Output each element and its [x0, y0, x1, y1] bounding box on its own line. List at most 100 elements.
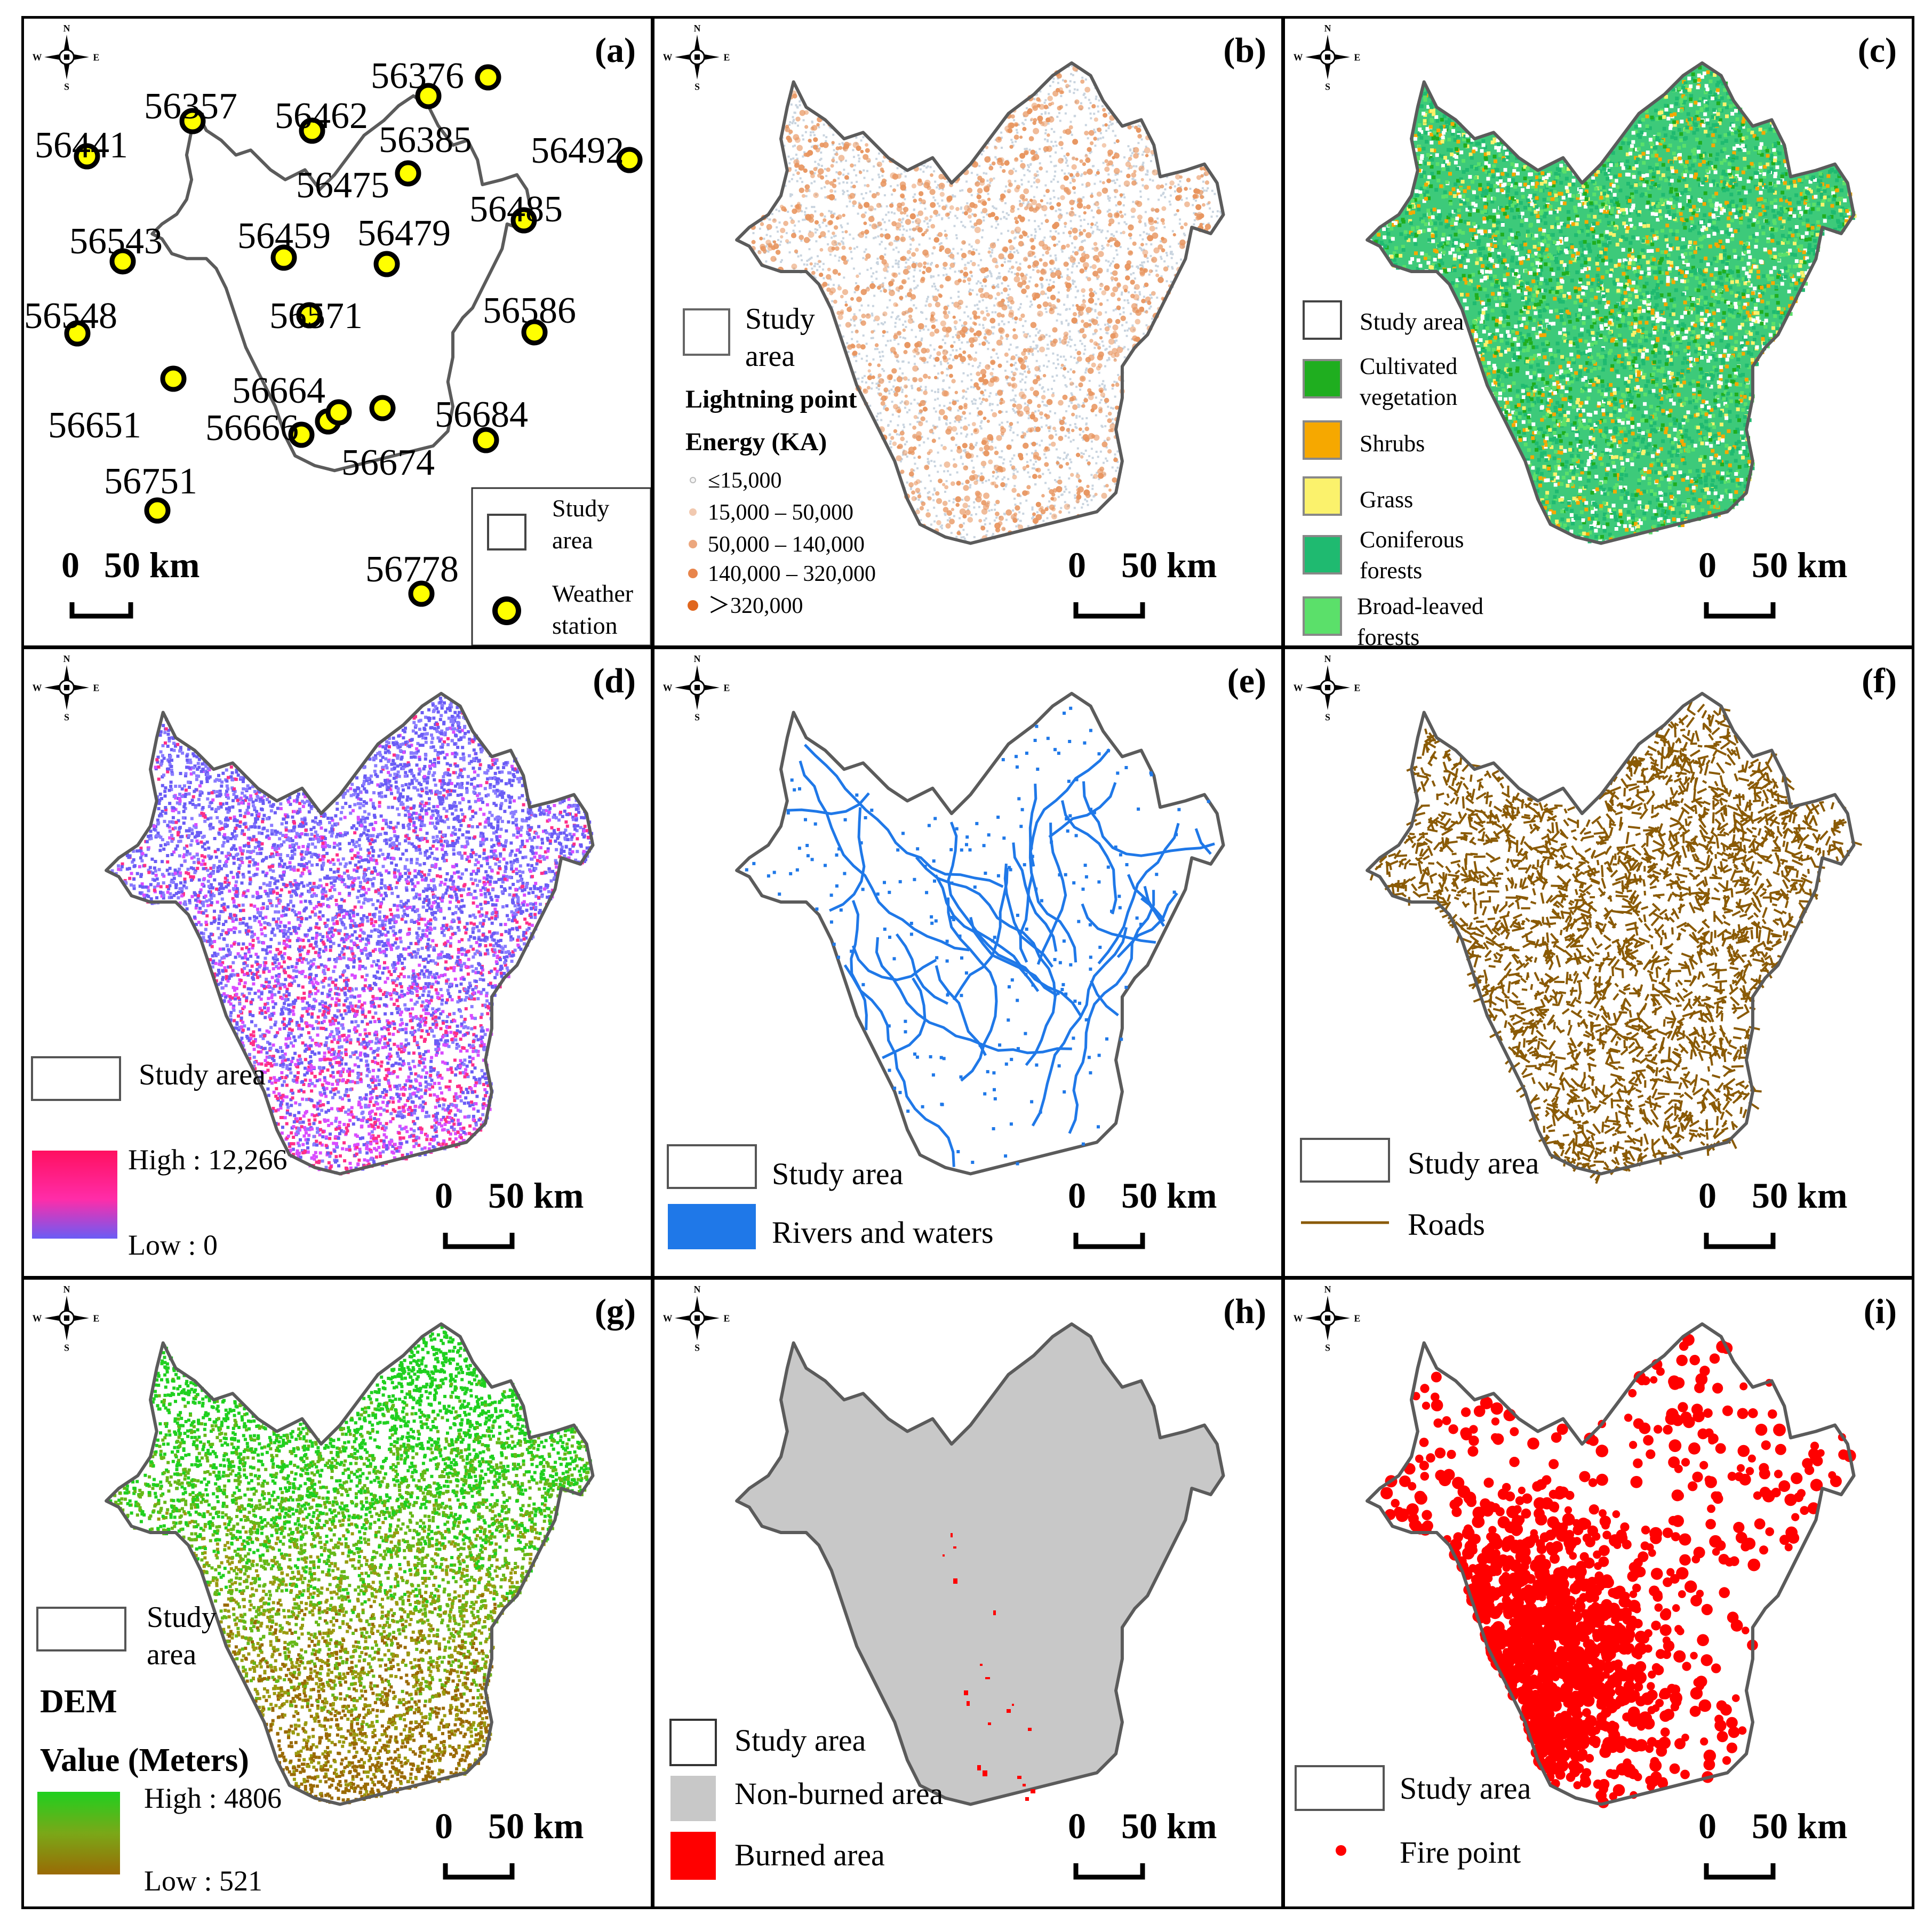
lightning-point [1023, 257, 1028, 262]
raster-pixel [815, 231, 817, 234]
lightning-point [1020, 273, 1025, 277]
raster-pixel [933, 357, 936, 360]
raster-pixel [1082, 294, 1085, 297]
lightning-point [961, 333, 966, 338]
lightning-point [1122, 230, 1125, 235]
raster-pixel [785, 232, 788, 234]
raster-pixel [1114, 173, 1117, 176]
lightning-point [1103, 113, 1108, 118]
raster-pixel [970, 245, 973, 248]
raster-pixel [968, 363, 970, 365]
lightning-point [981, 341, 986, 346]
lightning-point [792, 93, 797, 99]
raster-pixel [1146, 171, 1149, 173]
lightning-point [1004, 375, 1009, 379]
lightning-point [1035, 514, 1042, 521]
lightning-point [1207, 201, 1211, 204]
lightning-point [893, 334, 898, 340]
lightning-point [837, 314, 843, 320]
raster-pixel [1077, 406, 1080, 408]
lightning-point [823, 142, 829, 148]
raster-pixel [833, 284, 835, 286]
lightning-point [980, 267, 986, 274]
lightning-point [1108, 338, 1115, 345]
lightning-point [1039, 241, 1045, 247]
raster-pixel [923, 361, 926, 364]
lightning-point [1040, 122, 1045, 126]
raster-pixel [1108, 345, 1111, 348]
raster-pixel [1010, 271, 1013, 274]
raster-pixel [847, 350, 850, 353]
raster-pixel [896, 433, 898, 436]
lightning-point [945, 330, 950, 334]
raster-pixel [875, 270, 878, 273]
raster-pixel [1057, 456, 1059, 459]
raster-pixel [987, 348, 989, 350]
lightning-point [1125, 275, 1130, 281]
raster-pixel [789, 193, 792, 196]
lightning-point [1051, 513, 1057, 520]
raster-pixel [823, 134, 825, 137]
raster-pixel [1734, 347, 1738, 351]
raster-pixel [1156, 217, 1159, 220]
raster-pixel [1545, 303, 1550, 307]
raster-pixel [1063, 365, 1066, 368]
lightning-point [1087, 169, 1093, 175]
raster-pixel [1072, 438, 1075, 441]
raster-pixel [961, 498, 964, 501]
lightning-point [933, 426, 937, 430]
raster-pixel [1066, 294, 1069, 297]
raster-pixel [1049, 202, 1051, 205]
raster-pixel [1069, 440, 1072, 443]
raster-pixel [961, 189, 964, 191]
lightning-point [942, 355, 947, 360]
raster-pixel [1641, 437, 1645, 441]
raster-pixel [1024, 370, 1026, 373]
raster-pixel [1651, 389, 1656, 393]
raster-pixel [1419, 196, 1424, 201]
lightning-point [962, 514, 967, 518]
lightning-point [833, 225, 839, 230]
raster-pixel [984, 523, 986, 525]
raster-pixel [1746, 464, 1750, 468]
raster-pixel [999, 456, 1001, 458]
raster-pixel [1740, 341, 1744, 346]
weather-station: 56651 [48, 365, 187, 446]
raster-pixel [991, 225, 993, 228]
raster-pixel [1108, 358, 1111, 361]
raster-pixel [1059, 339, 1061, 341]
raster-pixel [953, 515, 955, 517]
raster-pixel [1071, 271, 1073, 274]
raster-pixel [996, 158, 999, 161]
raster-pixel [1219, 210, 1222, 213]
raster-pixel [1562, 322, 1566, 325]
lightning-point [1130, 293, 1135, 299]
raster-pixel [1107, 197, 1109, 200]
raster-pixel [1632, 364, 1636, 369]
lightning-point [790, 219, 795, 225]
lightning-point [1082, 262, 1089, 268]
raster-pixel [813, 180, 816, 183]
raster-pixel [1113, 142, 1116, 144]
lightning-point [994, 450, 999, 456]
lightning-point [1093, 117, 1098, 122]
lightning-point [1031, 199, 1037, 205]
raster-pixel [1051, 376, 1054, 378]
raster-pixel [1185, 197, 1188, 200]
raster-pixel [1082, 453, 1085, 455]
raster-pixel [930, 523, 932, 526]
raster-pixel [987, 341, 990, 344]
raster-pixel [938, 205, 941, 208]
raster-pixel [912, 221, 914, 224]
raster-pixel [1031, 506, 1034, 509]
raster-pixel [1734, 371, 1738, 376]
raster-pixel [991, 441, 993, 443]
lightning-point [1101, 441, 1108, 448]
lightning-point [1110, 292, 1116, 297]
lightning-point [944, 461, 951, 468]
raster-pixel [1089, 102, 1092, 104]
raster-pixel [1017, 421, 1019, 424]
lightning-point [826, 274, 832, 280]
compass-s-label: S [64, 81, 69, 92]
lightning-point [913, 446, 917, 451]
